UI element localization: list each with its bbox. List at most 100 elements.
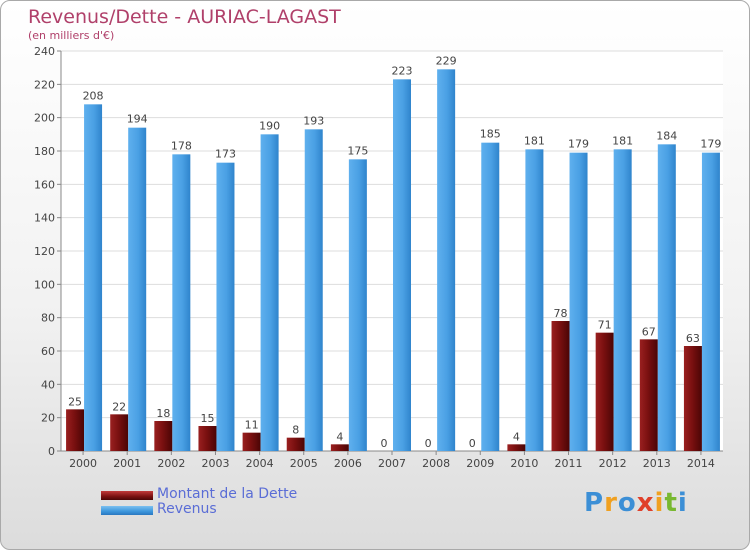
legend-label-dette: Montant de la Dette <box>157 486 298 502</box>
y-tick-label: 220 <box>34 78 55 91</box>
data-label-dette: 18 <box>156 407 170 420</box>
data-label-revenus: 179 <box>700 138 721 151</box>
bar-revenus <box>348 159 367 452</box>
data-label-dette: 4 <box>513 430 520 443</box>
data-label-revenus: 175 <box>347 144 368 157</box>
legend-swatch-revenus <box>101 506 153 515</box>
bar-dette <box>286 437 305 451</box>
y-tick-label: 200 <box>34 112 55 125</box>
data-label-revenus: 179 <box>568 138 589 151</box>
bar-revenus <box>216 162 235 451</box>
x-tick-label: 2014 <box>687 457 715 470</box>
data-label-dette: 25 <box>68 395 82 408</box>
logo-letter: i <box>677 488 688 518</box>
data-label-revenus: 229 <box>436 54 457 67</box>
x-tick-label: 2002 <box>157 457 185 470</box>
bar-dette <box>683 346 702 451</box>
data-label-dette: 11 <box>245 419 259 432</box>
bar-dette <box>110 414 129 451</box>
data-label-revenus: 185 <box>480 128 501 141</box>
x-tick-label: 2000 <box>69 457 97 470</box>
bar-dette <box>66 409 85 451</box>
bar-dette <box>595 332 614 451</box>
bar-dette <box>198 426 217 451</box>
bar-revenus <box>437 69 456 451</box>
x-tick-label: 2012 <box>599 457 627 470</box>
x-tick-label: 2004 <box>246 457 274 470</box>
x-tick-label: 2013 <box>643 457 671 470</box>
x-tick-label: 2011 <box>555 457 583 470</box>
y-tick-label: 160 <box>34 178 55 191</box>
bar-revenus <box>701 152 720 451</box>
y-tick-label: 140 <box>34 212 55 225</box>
bar-dette <box>242 432 261 451</box>
bar-dette <box>507 444 526 451</box>
bar-revenus <box>260 134 279 452</box>
data-label-dette: 67 <box>642 325 656 338</box>
chart-title: Revenus/Dette - AURIAC-LAGAST <box>28 6 341 28</box>
data-label-dette: 0 <box>425 437 432 450</box>
bar-revenus <box>613 149 632 452</box>
bar-revenus <box>172 154 191 452</box>
bar-revenus <box>84 104 103 451</box>
logo-letter: o <box>617 488 637 518</box>
y-tick-label: 40 <box>41 378 55 391</box>
proxiti-logo: Proxiti <box>584 488 688 518</box>
bar-dette <box>330 444 349 451</box>
data-label-revenus: 193 <box>303 114 324 127</box>
x-tick-label: 2010 <box>510 457 538 470</box>
data-label-revenus: 194 <box>127 113 148 126</box>
bar-dette <box>551 321 570 451</box>
y-tick-label: 180 <box>34 145 55 158</box>
x-tick-label: 2005 <box>290 457 318 470</box>
x-tick-label: 2001 <box>113 457 141 470</box>
data-label-dette: 78 <box>554 307 568 320</box>
bar-dette <box>639 339 658 451</box>
x-tick-label: 2009 <box>466 457 494 470</box>
logo-letter: r <box>604 488 618 518</box>
bar-revenus <box>304 129 323 452</box>
data-label-revenus: 173 <box>215 148 236 161</box>
logo-letter: x <box>636 488 655 518</box>
bar-revenus <box>569 152 588 451</box>
chart-subtitle: (en milliers d'€) <box>28 29 115 42</box>
data-label-revenus: 181 <box>612 134 633 147</box>
data-label-revenus: 178 <box>171 139 192 152</box>
data-label-revenus: 223 <box>392 64 413 77</box>
bar-revenus <box>128 127 147 452</box>
data-label-dette: 8 <box>292 424 299 437</box>
data-label-dette: 71 <box>598 319 612 332</box>
bar-revenus <box>657 144 676 452</box>
data-label-dette: 0 <box>469 437 476 450</box>
logo-letter: t <box>664 488 678 518</box>
x-tick-label: 2006 <box>334 457 362 470</box>
data-label-dette: 63 <box>686 332 700 345</box>
x-tick-label: 2008 <box>422 457 450 470</box>
y-tick-label: 20 <box>41 412 55 425</box>
legend-swatch-dette <box>101 491 153 500</box>
bar-revenus <box>525 149 544 452</box>
logo-letter: P <box>584 488 605 518</box>
bar-revenus <box>393 79 411 451</box>
legend-label-revenus: Revenus <box>157 501 217 517</box>
data-label-revenus: 184 <box>656 129 677 142</box>
data-label-revenus: 181 <box>524 134 545 147</box>
data-label-dette: 0 <box>381 437 388 450</box>
x-tick-label: 2007 <box>378 457 406 470</box>
y-tick-label: 100 <box>34 278 55 291</box>
y-tick-label: 240 <box>34 45 55 58</box>
data-label-dette: 15 <box>200 412 214 425</box>
y-tick-label: 0 <box>48 445 55 458</box>
bar-dette <box>154 421 173 451</box>
data-label-revenus: 190 <box>259 119 280 132</box>
logo-letter: i <box>654 488 665 518</box>
bar-revenus <box>481 142 500 451</box>
x-tick-label: 2003 <box>201 457 229 470</box>
data-label-dette: 4 <box>336 430 343 443</box>
data-label-dette: 22 <box>112 400 126 413</box>
y-tick-label: 80 <box>41 312 55 325</box>
y-tick-label: 60 <box>41 345 55 358</box>
data-label-revenus: 208 <box>83 89 104 102</box>
